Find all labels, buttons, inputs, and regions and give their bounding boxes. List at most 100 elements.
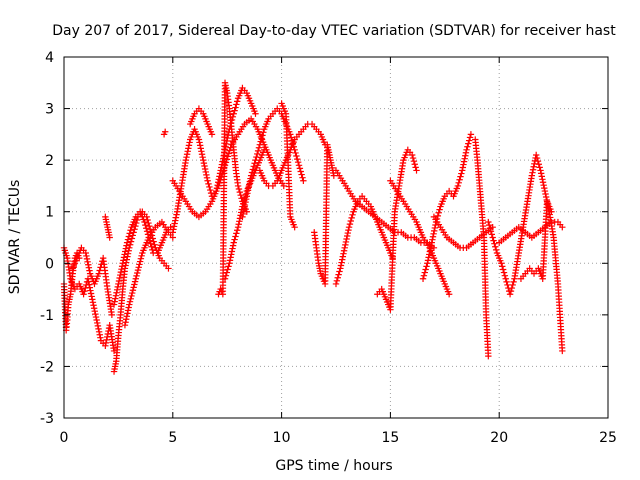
data-point	[92, 310, 99, 318]
data-point	[129, 287, 137, 294]
data-point	[540, 181, 547, 189]
x-tick-label: 10	[273, 430, 291, 446]
data-point	[454, 182, 462, 190]
data-point	[427, 242, 435, 249]
data-point	[244, 187, 252, 194]
data-point	[122, 319, 129, 326]
data-point	[138, 252, 145, 260]
data-point	[198, 148, 205, 155]
series-track-05	[110, 208, 174, 308]
data-point	[201, 162, 208, 170]
data-point	[342, 241, 349, 249]
x-axis: 0 5 10 15 20 25	[60, 57, 617, 446]
data-point	[149, 246, 156, 254]
data-point	[89, 299, 97, 306]
data-point	[343, 232, 351, 240]
data-point	[465, 137, 473, 144]
series-track-14	[239, 105, 307, 221]
data-point	[466, 134, 474, 141]
data-point	[196, 139, 203, 146]
data-point	[413, 167, 420, 174]
data-point	[299, 174, 306, 181]
data-point	[117, 268, 125, 276]
data-point	[333, 277, 341, 285]
data-point	[195, 136, 203, 143]
data-point	[132, 275, 140, 282]
data-point	[287, 131, 294, 138]
data-point	[410, 157, 418, 165]
data-point	[412, 164, 419, 171]
data-point	[115, 277, 123, 285]
data-point	[255, 144, 263, 151]
data-point	[233, 230, 240, 237]
data-point	[534, 157, 542, 165]
data-point	[506, 291, 514, 298]
data-point	[559, 223, 566, 231]
data-point	[529, 166, 537, 173]
data-point	[234, 182, 242, 190]
data-point	[96, 331, 103, 338]
data-point	[488, 231, 496, 238]
data-point	[431, 224, 439, 232]
data-point	[501, 272, 509, 279]
data-point	[224, 266, 231, 273]
data-point	[242, 198, 249, 206]
data-point	[243, 193, 250, 200]
data-point	[92, 313, 100, 321]
data-point	[485, 218, 492, 226]
data-point	[161, 128, 169, 135]
data-point	[131, 278, 139, 285]
data-point	[538, 173, 545, 180]
data-point	[232, 104, 239, 111]
data-point	[185, 142, 193, 149]
data-point	[425, 254, 432, 261]
data-point	[491, 240, 498, 247]
series-track-18	[332, 193, 396, 288]
data-point	[345, 223, 353, 231]
y-tick-label: 0	[45, 256, 54, 272]
series-track-25	[485, 151, 566, 355]
data-point	[332, 280, 340, 288]
data-point	[247, 175, 254, 182]
data-point	[116, 274, 123, 282]
data-point	[537, 170, 545, 177]
data-point	[122, 245, 130, 252]
data-point	[427, 245, 434, 252]
data-point	[84, 258, 91, 266]
data-point	[411, 161, 418, 168]
data-point	[424, 257, 432, 264]
data-point	[141, 218, 148, 226]
data-point	[509, 281, 516, 289]
data-point	[254, 150, 261, 158]
data-point	[426, 251, 433, 258]
data-point	[245, 184, 252, 191]
data-point	[126, 298, 134, 305]
data-point	[530, 163, 537, 170]
data-point	[250, 163, 257, 170]
data-point	[80, 291, 87, 298]
data-point	[147, 240, 154, 247]
data-point	[339, 256, 346, 263]
data-point	[225, 263, 232, 270]
data-point	[343, 235, 350, 243]
data-point	[234, 223, 242, 231]
data-point	[121, 251, 128, 258]
data-point	[254, 147, 262, 155]
data-point	[421, 269, 428, 276]
data-point	[256, 141, 264, 148]
data-point	[136, 261, 143, 268]
data-point	[341, 244, 348, 252]
data-point	[510, 278, 517, 286]
data-point	[293, 152, 300, 160]
data-point	[131, 281, 138, 288]
data-point	[115, 280, 122, 288]
data-point	[503, 278, 510, 286]
data-point	[111, 298, 118, 305]
data-point	[492, 246, 500, 254]
data-point	[542, 193, 550, 201]
data-point	[458, 170, 465, 177]
data-point	[143, 228, 151, 235]
data-point	[90, 302, 97, 309]
data-point	[170, 226, 177, 233]
